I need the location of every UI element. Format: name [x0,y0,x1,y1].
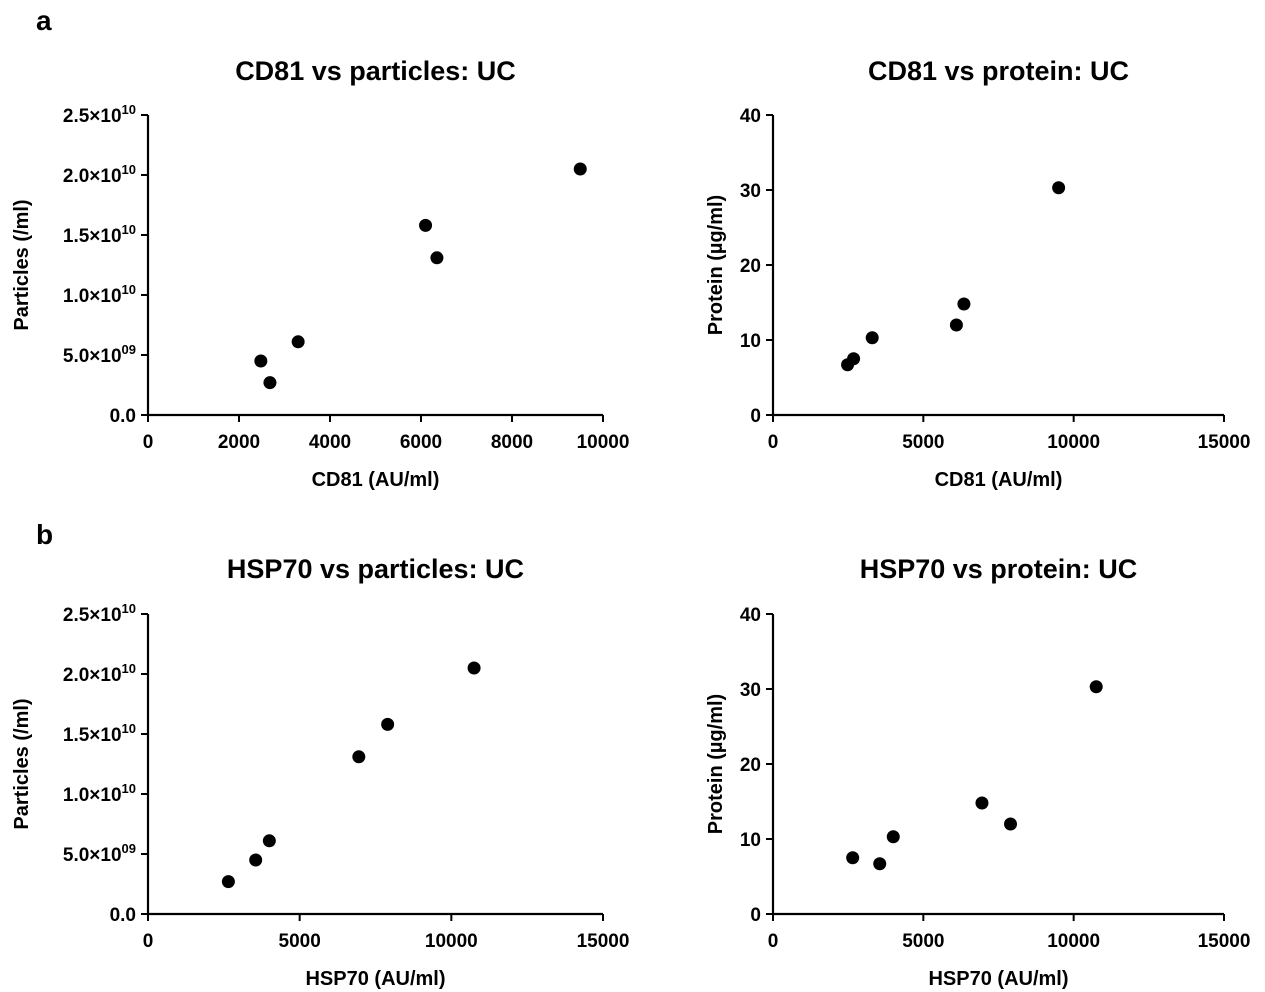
y-tick-label: 10 [740,830,761,851]
data-point [847,352,861,366]
y-tick-label: 0 [750,905,761,926]
x-tick-label: 5000 [902,432,944,453]
data-point [975,796,989,810]
data-point [573,162,587,176]
y-axis-label: Particles (/ml) [11,698,33,829]
chart-cd81-particles: CD81 vs particles: UC CD81 (AU/ml) Parti… [11,56,629,491]
panel-label-a: a [36,5,52,36]
y-axis-label: Particles (/ml) [11,199,33,330]
x-tick-label: 5000 [279,931,321,952]
data-point [949,318,963,332]
chart-title: HSP70 vs particles: UC [227,554,524,584]
chart-cd81-protein: CD81 vs protein: UC CD81 (AU/ml) Protein… [705,56,1250,491]
data-point [886,830,900,844]
x-tick-label: 10000 [577,432,630,453]
x-tick-label: 0 [143,931,154,952]
x-axis-label: HSP70 (AU/ml) [305,968,445,990]
data-point [249,853,263,867]
x-tick-label: 0 [768,432,779,453]
data-point [254,354,268,368]
chart-title: HSP70 vs protein: UC [860,554,1138,584]
data-point [467,661,481,675]
x-tick-label: 15000 [1198,432,1251,453]
data-point [381,717,395,731]
chart-title: CD81 vs particles: UC [235,56,516,86]
data-point [221,875,235,889]
data-point [873,857,887,871]
y-tick-label: 2.5×1010 [63,601,136,626]
x-tick-label: 8000 [491,432,533,453]
chart-hsp70-protein: HSP70 vs protein: UC HSP70 (AU/ml) Prote… [705,554,1250,990]
x-tick-label: 4000 [309,432,351,453]
x-tick-label: 0 [143,432,154,453]
y-tick-label: 2.0×1010 [63,661,136,686]
data-point [957,297,971,311]
chart-title: CD81 vs protein: UC [868,56,1129,86]
data-point [846,851,860,865]
data-point [865,331,879,345]
data-point [262,834,276,848]
x-tick-label: 15000 [577,931,630,952]
y-tick-label: 0.0 [110,905,136,926]
chart-hsp70-particles: HSP70 vs particles: UC HSP70 (AU/ml) Par… [11,554,629,990]
y-tick-label: 2.0×1010 [63,162,136,187]
data-point [419,218,433,232]
x-tick-label: 0 [768,931,779,952]
x-tick-label: 2000 [218,432,260,453]
x-tick-label: 10000 [425,931,478,952]
y-tick-label: 10 [740,331,761,352]
data-point [430,251,444,265]
y-tick-label: 0 [750,406,761,427]
y-tick-label: 5.0×1009 [63,342,136,367]
data-point [1004,817,1018,831]
x-axis-label: HSP70 (AU/ml) [928,968,1068,990]
x-axis-label: CD81 (AU/ml) [312,469,440,491]
y-tick-label: 2.5×1010 [63,102,136,127]
x-tick-label: 10000 [1047,931,1100,952]
y-tick-label: 20 [740,256,761,277]
y-tick-label: 0.0 [110,406,136,427]
y-tick-label: 1.0×1010 [63,781,136,806]
data-point [1089,680,1103,694]
y-tick-label: 1.5×1010 [63,222,136,247]
x-tick-label: 6000 [400,432,442,453]
data-point [291,335,305,349]
x-tick-label: 10000 [1047,432,1100,453]
y-tick-label: 40 [740,106,761,127]
y-tick-label: 40 [740,605,761,626]
y-axis-label: Protein (µg/ml) [705,694,727,834]
data-point [352,750,366,764]
y-tick-label: 1.0×1010 [63,282,136,307]
y-tick-label: 20 [740,755,761,776]
data-point [1052,181,1066,195]
y-tick-label: 30 [740,181,761,202]
x-tick-label: 5000 [902,931,944,952]
x-tick-label: 15000 [1198,931,1251,952]
y-tick-label: 1.5×1010 [63,721,136,746]
x-axis-label: CD81 (AU/ml) [935,469,1063,491]
y-tick-label: 30 [740,680,761,701]
y-tick-label: 5.0×1009 [63,841,136,866]
panel-label-b: b [36,519,53,550]
data-point [263,376,277,390]
y-axis-label: Protein (µg/ml) [705,195,727,335]
